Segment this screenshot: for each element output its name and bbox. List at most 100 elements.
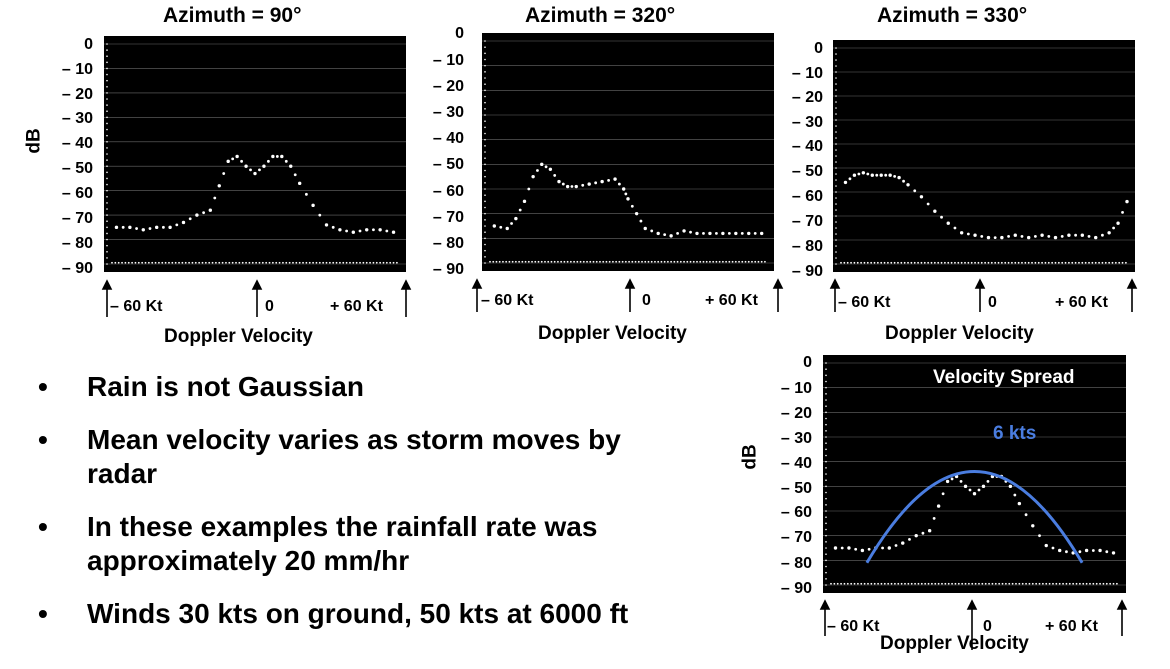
- noise-floor-dot: [251, 261, 254, 264]
- edge-dot: [825, 442, 827, 444]
- noise-floor-dot: [1047, 261, 1050, 264]
- edge-dot: [484, 151, 486, 153]
- edge-dot: [484, 194, 486, 196]
- edge-dot: [835, 71, 837, 73]
- data-point: [902, 179, 905, 183]
- noise-floor-dot: [873, 582, 876, 585]
- y-tick-label: – 10: [780, 380, 812, 397]
- noise-floor-dot: [728, 260, 731, 263]
- edge-dot: [835, 233, 837, 235]
- noise-floor-dot: [560, 260, 563, 263]
- data-point: [553, 174, 557, 177]
- noise-floor-dot: [315, 261, 318, 264]
- edge-dot: [825, 368, 827, 370]
- noise-floor-dot: [705, 260, 708, 263]
- x-axis-label-az330: Doppler Velocity: [885, 323, 1034, 344]
- data-point: [630, 204, 634, 208]
- x-axis-label-velocity-spread: Doppler Velocity: [880, 633, 1029, 654]
- marker-arrow-head: [829, 278, 841, 289]
- edge-dot: [484, 114, 486, 116]
- edge-dot: [106, 104, 108, 106]
- noise-floor-dot: [1118, 261, 1121, 264]
- data-point: [289, 164, 293, 168]
- chart-title-az320: Azimuth = 320°: [525, 4, 676, 27]
- noise-floor-dot: [894, 582, 896, 585]
- data-point: [759, 231, 764, 236]
- noise-floor-dot: [971, 582, 974, 585]
- noise-floor-dot: [345, 261, 348, 264]
- noise-floor-dot: [592, 260, 595, 263]
- noise-floor-dot: [258, 261, 261, 264]
- edge-dot: [825, 423, 827, 426]
- edge-dot: [106, 220, 108, 223]
- noise-floor-dot: [853, 582, 856, 585]
- data-point: [1078, 550, 1082, 554]
- noise-floor-dot: [747, 260, 750, 263]
- edge-dot: [825, 578, 827, 580]
- noise-floor-dot: [933, 261, 936, 264]
- data-point: [527, 187, 531, 191]
- y-tick-label: – 40: [780, 455, 812, 472]
- edge-dot: [106, 55, 108, 58]
- noise-floor-dot: [1071, 261, 1074, 264]
- y-tick-label: – 40: [432, 130, 464, 147]
- bullet-item: • Rain is not Gaussian: [30, 370, 670, 404]
- data-point: [492, 224, 497, 228]
- noise-floor-dot: [699, 260, 702, 263]
- y-tick-label: – 90: [780, 580, 812, 597]
- edge-dot: [835, 137, 837, 139]
- noise-floor-dot: [332, 261, 335, 264]
- edge-dot: [825, 454, 827, 457]
- data-point: [561, 182, 565, 186]
- noise-floor-dot: [951, 582, 953, 585]
- noise-floor-dot: [1041, 261, 1043, 264]
- noise-floor-dot: [967, 582, 970, 585]
- edge-dot: [825, 491, 827, 494]
- scatter-az330: [833, 47, 1135, 265]
- edge-dot: [825, 467, 827, 469]
- data-point: [972, 492, 977, 496]
- data-point: [536, 169, 539, 172]
- data-point: [945, 479, 950, 484]
- data-point: [968, 488, 972, 492]
- bullet-dot: •: [38, 371, 48, 402]
- edge-dot: [835, 251, 837, 253]
- edge-dot: [106, 257, 108, 259]
- y-tick-label: – 70: [61, 210, 93, 227]
- data-point: [624, 192, 628, 196]
- scatter-az90: [104, 43, 406, 265]
- data-point: [565, 184, 570, 189]
- data-point: [932, 517, 936, 520]
- noise-floor-dot: [1018, 582, 1021, 585]
- edge-dot: [106, 171, 108, 174]
- edge-dot: [106, 116, 108, 119]
- noise-floor-dot: [644, 260, 647, 263]
- noise-floor-dot: [121, 261, 123, 264]
- y-tick-label: – 40: [61, 135, 93, 152]
- noise-floor-dot: [1088, 261, 1090, 264]
- data-point: [222, 172, 226, 175]
- noise-floor-dot: [679, 260, 682, 263]
- edge-dot: [484, 138, 486, 141]
- noise-floor-dot: [288, 261, 291, 264]
- noise-floor-dot: [634, 260, 637, 263]
- noise-floor-dot: [308, 261, 311, 264]
- noise-floor-dot: [1054, 261, 1057, 264]
- noise-floor-dot: [954, 261, 956, 264]
- noise-floor-dot: [689, 260, 692, 263]
- edge-dot: [825, 522, 827, 525]
- data-point: [753, 232, 757, 235]
- noise-floor-dot: [161, 261, 164, 264]
- noise-floor-dot: [917, 261, 919, 264]
- edge-dot: [106, 177, 108, 180]
- noise-floor-dot: [673, 260, 676, 263]
- noise-floor-dot: [265, 261, 268, 264]
- noise-floor-dot: [1095, 582, 1098, 585]
- noise-floor-dot: [1102, 582, 1105, 585]
- noise-floor-dot: [1078, 582, 1081, 585]
- plot-area-az90: [104, 36, 406, 272]
- edge-dot: [484, 182, 486, 184]
- noise-floor-dot: [904, 582, 906, 585]
- noise-floor-dot: [957, 582, 960, 585]
- noise-floor-dot: [302, 261, 304, 264]
